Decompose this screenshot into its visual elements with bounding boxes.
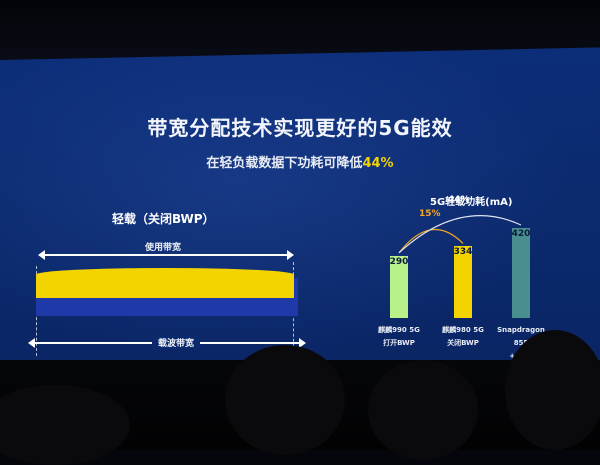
bar-category-line: Snapdragon 855: [497, 326, 545, 347]
bar-category-line: 麒麟980 5G: [442, 326, 484, 334]
bar-category-line: 关闭BWP: [447, 339, 479, 347]
chart-bar: [512, 228, 530, 318]
usage-bandwidth-arrow: [38, 250, 294, 260]
usage-band: [36, 268, 294, 298]
annotation-label: 15%: [419, 209, 441, 220]
annotation-arc: [398, 215, 522, 254]
audience-head: [505, 330, 600, 450]
bar-category-line: 打开BWP: [383, 339, 415, 347]
usage-bandwidth-label: 使用带宽: [145, 243, 182, 253]
power-chart: [398, 215, 522, 254]
slide-subtitle: 在轻负载数据下功耗可降低44%: [0, 152, 600, 171]
chart-bar: [454, 246, 472, 318]
bar-value-label: 334: [453, 247, 473, 258]
subtitle-text: 在轻负载数据下功耗可降低: [206, 156, 363, 171]
subtitle-percent: 44%: [362, 156, 394, 171]
audience-head: [368, 360, 478, 460]
bar-category-line: 麒麟990 5G: [378, 326, 420, 334]
slide-title: 带宽分配技术实现更好的5G能效: [147, 116, 453, 140]
annotation-label: 44%: [448, 195, 470, 205]
bar-value-label: 420: [511, 229, 531, 239]
bar-value-label: 290: [389, 256, 409, 267]
chart-bar: [390, 255, 408, 318]
bwp-heading: 轻载（关闭BWP）: [112, 212, 215, 226]
chart-title: 5G轻载功耗(mA): [430, 197, 513, 208]
bar-category-label: 麒麟990 5G 打开BWP: [367, 324, 431, 350]
carrier-bandwidth-label: 载波带宽: [152, 336, 201, 349]
audience-head: [225, 345, 345, 455]
bar-category-label: 麒麟980 5G 关闭BWP: [431, 324, 495, 350]
